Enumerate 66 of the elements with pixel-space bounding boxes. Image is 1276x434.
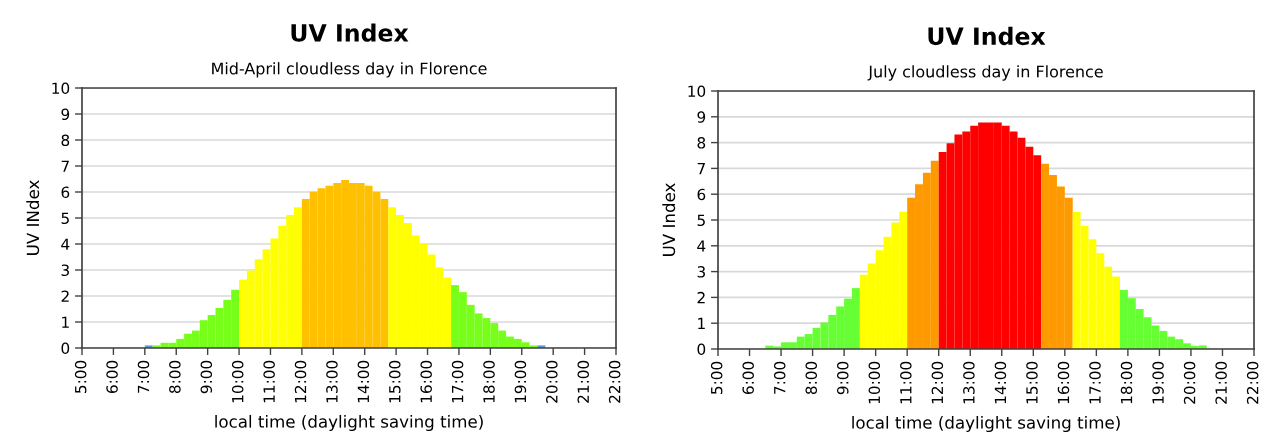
y-tick-label: 0 [697,343,706,356]
y-tick-label: 7 [697,163,705,175]
y-tick-label: 1 [62,316,69,328]
x-axis-title: local time (daylight saving time) [215,414,483,432]
y-tick-label: 10 [52,82,70,95]
x-tick-label: 11:00 [900,361,912,404]
x-tick-label: 21:00 [1215,361,1227,404]
x-tick-label: 21:00 [577,360,590,403]
x-tick-label: 8:00 [805,361,818,395]
x-tick-label: 18:00 [483,360,495,403]
x-tick-label: 13:00 [326,360,338,403]
y-tick-label: 10 [688,85,706,98]
x-tick-label: 19:00 [1152,361,1164,404]
x-tick-label: 6:00 [742,361,754,395]
y-tick-label: 5 [697,214,705,227]
x-tick-label: 9:00 [836,361,849,395]
y-tick-label: 7 [61,160,69,172]
y-tick-label: 0 [61,342,70,355]
x-tick-label: 20:00 [1183,361,1196,404]
x-tick-label: 20:00 [546,360,558,403]
y-tick-label: 8 [61,134,70,147]
y-axis-title: UV Index [662,183,676,256]
x-tick-label: 9:00 [200,360,213,394]
x-tick-label: 12:00 [931,361,944,404]
x-tick-label: 8:00 [169,360,181,394]
x-tick-label: 18:00 [1120,361,1133,404]
y-tick-label: 8 [697,137,706,149]
y-tick-label: 6 [61,186,70,199]
x-tick-label: 5:00 [74,360,87,393]
x-tick-label: 5:00 [710,361,723,394]
y-tick-label: 9 [697,111,706,123]
x-tick-label: 14:00 [994,361,1007,404]
y-tick-label: 9 [61,108,70,121]
y-tick-label: 2 [61,290,69,302]
x-axis-title: local time (daylight saving time) [852,415,1120,433]
x-tick-label: 16:00 [420,360,432,403]
x-tick-label: 22:00 [1246,361,1259,404]
x-tick-label: 11:00 [263,360,275,403]
x-tick-label: 7:00 [137,360,150,393]
x-tick-label: 15:00 [1026,361,1038,404]
y-tick-label: 1 [698,317,705,329]
y-tick-label: 3 [697,266,705,278]
y-tick-label: 2 [697,291,705,304]
chart-title: UV Index [928,26,1046,46]
x-tick-label: 16:00 [1057,361,1070,404]
y-tick-label: 5 [61,212,69,225]
y-tick-label: 4 [697,240,706,252]
chart-subtitle: July cloudless day in Florence [867,65,1103,81]
chart-subtitle: Mid-April cloudless day in Florence [212,62,487,78]
y-tick-label: 4 [61,238,70,250]
y-tick-label: 3 [61,264,69,277]
x-tick-label: 19:00 [514,360,527,403]
x-tick-label: 12:00 [294,360,307,403]
y-axis-title: UV INdex [26,180,40,255]
x-tick-label: 10:00 [231,360,244,403]
x-tick-label: 14:00 [357,360,370,403]
y-tick-label: 6 [697,188,706,201]
x-tick-label: 17:00 [1089,361,1101,404]
x-tick-label: 13:00 [963,361,975,404]
x-tick-label: 22:00 [608,360,621,403]
x-tick-label: 7:00 [773,361,786,394]
x-tick-label: 6:00 [106,360,118,394]
chart-title: UV Index [291,23,409,42]
x-tick-label: 15:00 [388,360,401,403]
x-tick-label: 17:00 [451,360,464,403]
x-tick-label: 10:00 [868,361,881,404]
